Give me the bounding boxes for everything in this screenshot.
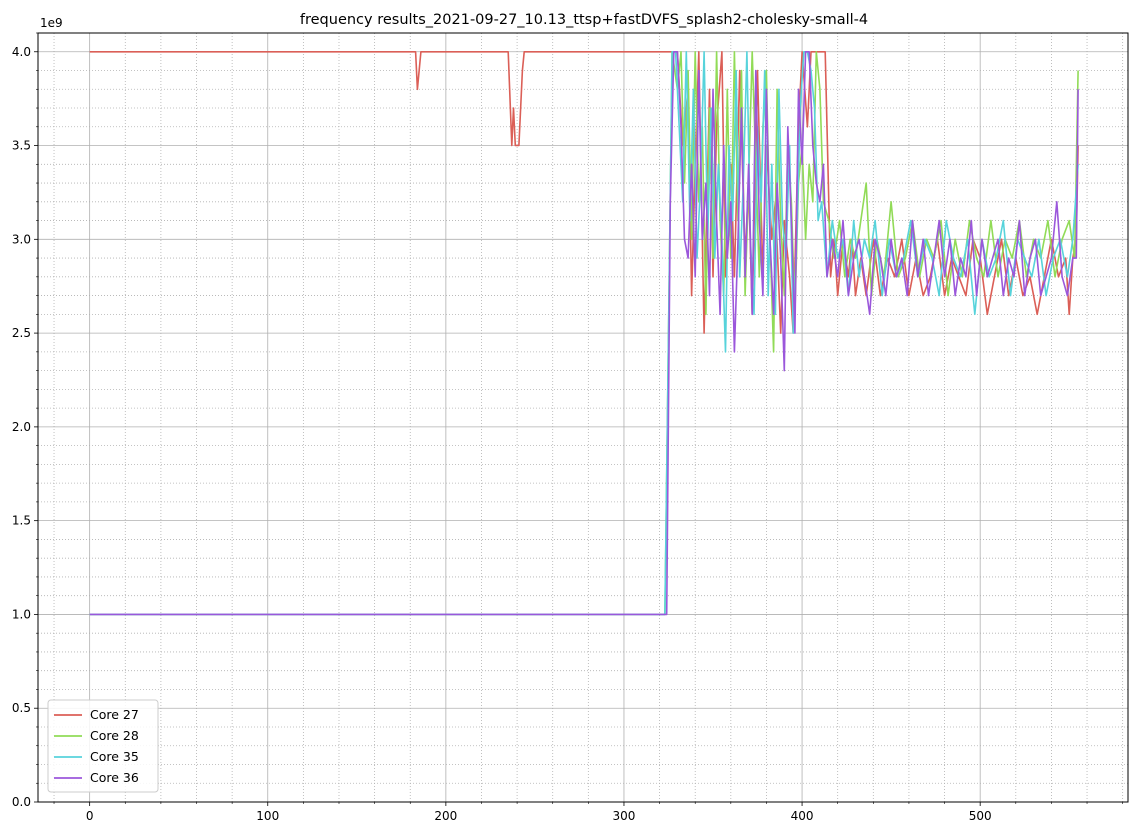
y-tick-label: 0.5 <box>12 701 31 715</box>
x-tick-label: 200 <box>434 809 457 823</box>
x-tick-label: 400 <box>791 809 814 823</box>
legend: Core 27 Core 28 Core 35 Core 36 <box>47 699 159 793</box>
legend-label: Core 35 <box>90 749 139 764</box>
y-axis: 0.0 0.5 1.0 1.5 2.0 2.5 3.0 3.5 4.0 <box>12 32 38 809</box>
y-tick-label: 2.5 <box>12 326 31 340</box>
legend-label: Core 27 <box>90 707 139 722</box>
y-tick-label: 0.0 <box>12 795 31 809</box>
y-tick-label: 1.0 <box>12 607 31 621</box>
legend-label: Core 28 <box>90 728 139 743</box>
legend-label: Core 36 <box>90 770 139 785</box>
x-tick-label: 500 <box>969 809 992 823</box>
series-line-core-36 <box>89 50 1079 616</box>
y-tick-label: 3.5 <box>12 139 31 153</box>
chart-title: frequency results_2021-09-27_10.13_ttsp+… <box>300 12 868 28</box>
y-tick-label: 3.0 <box>12 232 31 246</box>
y-tick-label: 1.5 <box>12 514 31 528</box>
y-axis-offset-label: 1e9 <box>40 16 63 30</box>
legend-box <box>47 699 159 793</box>
y-tick-label: 4.0 <box>12 45 31 59</box>
y-tick-label: 2.0 <box>12 420 31 434</box>
minor-grid <box>38 32 1128 802</box>
series-lines <box>89 50 1079 616</box>
x-tick-label: 300 <box>613 809 636 823</box>
x-tick-label: 100 <box>256 809 279 823</box>
x-axis: 0 100 200 300 400 500 <box>53 802 1123 823</box>
plot-frame <box>37 32 1129 803</box>
major-grid <box>38 33 1128 803</box>
x-tick-label: 0 <box>86 809 94 823</box>
